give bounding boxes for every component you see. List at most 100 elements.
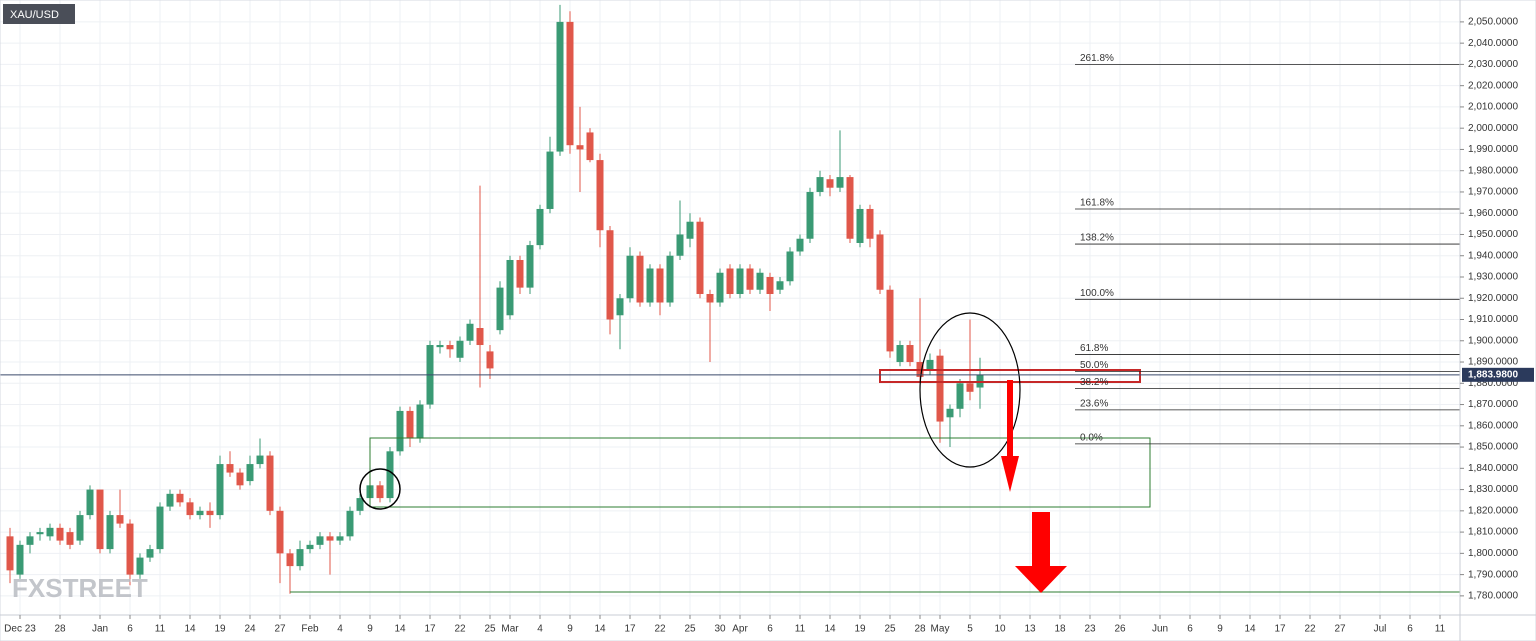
arrow xyxy=(1001,456,1019,492)
x-tick-label: 27 xyxy=(1334,624,1346,635)
candle-body xyxy=(336,536,344,541)
symbol-badge xyxy=(3,4,75,24)
candle-body xyxy=(546,151,554,209)
fib-label: 100.0% xyxy=(1080,288,1114,299)
candle-body xyxy=(736,268,744,295)
candle-body xyxy=(696,221,704,295)
y-tick-label: 1,830.0000 xyxy=(1468,484,1518,495)
candle-body xyxy=(206,510,214,516)
x-tick-label: Jun xyxy=(1152,624,1168,635)
candle-body xyxy=(836,177,844,188)
candle-body xyxy=(126,523,134,575)
y-tick-label: 1,950.0000 xyxy=(1468,229,1518,240)
candle-body xyxy=(506,259,514,316)
candle-body xyxy=(306,544,314,550)
candle-body xyxy=(896,345,904,363)
x-tick-label: 25 xyxy=(484,624,496,635)
candle-body xyxy=(826,179,834,188)
candle-body xyxy=(386,451,394,499)
x-tick-label: Mar xyxy=(501,624,519,635)
candle-body xyxy=(236,472,244,486)
candle-body xyxy=(806,191,814,239)
candle-body xyxy=(576,145,584,150)
last-price-badge xyxy=(1462,367,1534,382)
x-tick-label: Jan xyxy=(92,624,108,635)
x-tick-label: Feb xyxy=(301,624,319,635)
candle-body xyxy=(516,259,524,288)
candle-body xyxy=(136,557,144,575)
y-tick-label: 2,020.0000 xyxy=(1468,80,1518,91)
x-tick-label: Dec 23 xyxy=(4,624,36,635)
y-tick-label: 1,910.0000 xyxy=(1468,314,1518,325)
candle-body xyxy=(556,21,564,152)
candle-body xyxy=(726,268,734,295)
y-tick-label: 2,050.0000 xyxy=(1468,17,1518,28)
candle-body xyxy=(706,294,714,303)
candle-body xyxy=(906,345,914,363)
y-tick-label: 1,780.0000 xyxy=(1468,591,1518,602)
fib-label: 161.8% xyxy=(1080,198,1114,209)
x-tick-label: May xyxy=(931,624,950,635)
x-tick-label: 18 xyxy=(1054,624,1066,635)
y-tick-label: 1,800.0000 xyxy=(1468,548,1518,559)
candle-body xyxy=(486,351,494,369)
candle-body xyxy=(766,276,774,295)
range-box xyxy=(369,437,1151,508)
overlays: 261.8% 161.8% 138.2% 100.0% 61.8% 50.0% 38.2% 2… xyxy=(0,53,1460,593)
candle-body xyxy=(296,549,304,567)
candle-body xyxy=(276,510,284,554)
candle-body xyxy=(36,532,44,535)
candle-body xyxy=(606,230,614,320)
candle-body xyxy=(226,464,234,473)
candle-body xyxy=(66,532,74,545)
candle-body xyxy=(796,238,804,252)
candle-body xyxy=(146,549,154,558)
candle-body xyxy=(326,536,334,541)
arrow xyxy=(1007,380,1013,456)
x-tick-label: 17 xyxy=(424,624,436,635)
candle-body xyxy=(786,251,794,282)
y-tick-label: 1,850.0000 xyxy=(1468,442,1518,453)
x-tick-label: 9 xyxy=(567,624,573,635)
x-tick-label: 6 xyxy=(127,624,133,635)
candle-body xyxy=(216,464,224,516)
x-tick-label: 6 xyxy=(767,624,773,635)
candle-body xyxy=(616,298,624,316)
candle-body xyxy=(586,132,594,161)
candle-body xyxy=(406,410,414,439)
y-tick-label: 1,890.0000 xyxy=(1468,357,1518,368)
candle-body xyxy=(596,160,604,231)
watermark: FXSTREET xyxy=(12,573,148,603)
x-tick-label: 10 xyxy=(994,624,1006,635)
candle-body xyxy=(776,281,784,290)
y-tick-label: 1,880.0000 xyxy=(1468,378,1518,389)
candle-body xyxy=(936,355,944,422)
x-tick-label: 24 xyxy=(244,624,256,635)
arrow xyxy=(1015,566,1067,593)
y-tick-label: 1,920.0000 xyxy=(1468,293,1518,304)
candle-body xyxy=(416,404,424,439)
candle-body xyxy=(466,323,474,341)
candle-body xyxy=(186,502,194,516)
x-tick-label: 17 xyxy=(1274,624,1286,635)
y-tick-label: 1,990.0000 xyxy=(1468,144,1518,155)
x-tick-label: 28 xyxy=(54,624,66,635)
x-tick-label: 6 xyxy=(1407,624,1413,635)
candle-body xyxy=(716,272,724,303)
candle-body xyxy=(646,268,654,303)
candle-body xyxy=(446,345,454,350)
candle-body xyxy=(686,221,694,239)
x-tick-label: 27 xyxy=(274,624,286,635)
candle-body xyxy=(6,536,14,571)
x-tick-label: 4 xyxy=(537,624,543,635)
y-tick-label: 2,000.0000 xyxy=(1468,123,1518,134)
arrow xyxy=(1032,512,1050,566)
fib-label: 38.2% xyxy=(1080,377,1108,388)
candle-body xyxy=(246,464,254,482)
x-tick-label: 14 xyxy=(824,624,836,635)
x-tick-label: 19 xyxy=(214,624,226,635)
candle-body xyxy=(666,255,674,303)
y-tick-label: 1,820.0000 xyxy=(1468,505,1518,516)
circle-highlight xyxy=(919,312,1021,468)
